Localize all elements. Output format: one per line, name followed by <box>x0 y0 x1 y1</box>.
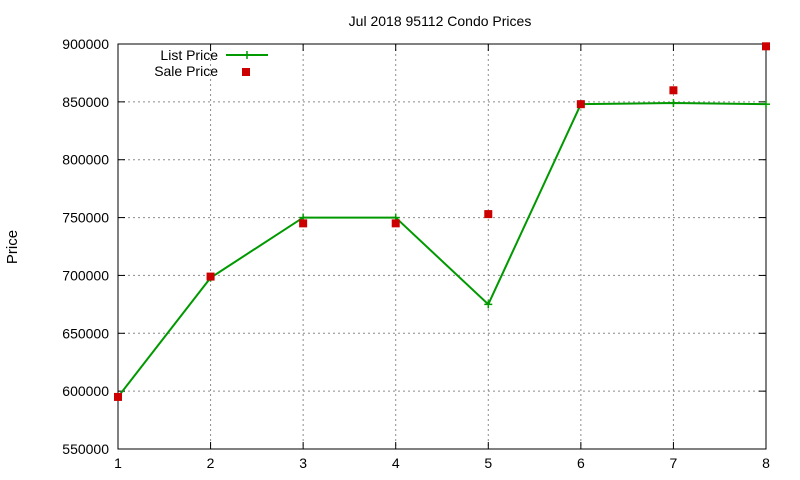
list-price-point <box>484 300 493 309</box>
sale-price-point <box>484 210 493 219</box>
x-tick-label: 6 <box>577 455 585 471</box>
y-tick-label: 650000 <box>62 325 109 341</box>
legend: List Price Sale Price <box>154 47 268 79</box>
x-tick-label: 3 <box>299 455 307 471</box>
chart-title: Jul 2018 95112 Condo Prices <box>349 13 532 29</box>
y-tick-label: 850000 <box>62 94 109 110</box>
legend-swatch-sale-price <box>242 68 250 76</box>
x-tick-label: 7 <box>670 455 678 471</box>
sale-price-point <box>762 42 770 51</box>
plot-frame <box>117 43 767 450</box>
series <box>114 42 770 401</box>
x-tick-label: 1 <box>114 455 122 471</box>
list-price-point <box>669 99 678 108</box>
sale-price-point <box>206 272 215 281</box>
sale-price-point <box>299 219 308 228</box>
x-tick-label: 8 <box>762 455 770 471</box>
list-price-line <box>117 102 767 398</box>
x-tick-label: 4 <box>392 455 400 471</box>
sale-price-point <box>576 100 585 109</box>
y-tick-label: 900000 <box>62 36 109 52</box>
y-axis-label: Price <box>4 230 21 264</box>
y-tick-label: 600000 <box>62 383 109 399</box>
legend-label-list-price: List Price <box>160 47 218 63</box>
axis-ticks: 550000 600000 650000 700000 750000 800000 8500… <box>62 36 770 471</box>
grid <box>118 44 766 449</box>
legend-label-sale-price: Sale Price <box>154 63 218 79</box>
y-tick-label: 750000 <box>62 210 109 226</box>
sale-price-point <box>391 219 400 228</box>
y-tick-label: 700000 <box>62 267 109 283</box>
sale-price-point <box>669 86 678 95</box>
y-tick-label: 550000 <box>62 441 109 457</box>
list-price-point <box>762 100 770 109</box>
x-tick-label: 2 <box>207 455 215 471</box>
y-tick-label: 800000 <box>62 152 109 168</box>
sale-price-point <box>114 392 122 401</box>
x-tick-label: 5 <box>484 455 492 471</box>
